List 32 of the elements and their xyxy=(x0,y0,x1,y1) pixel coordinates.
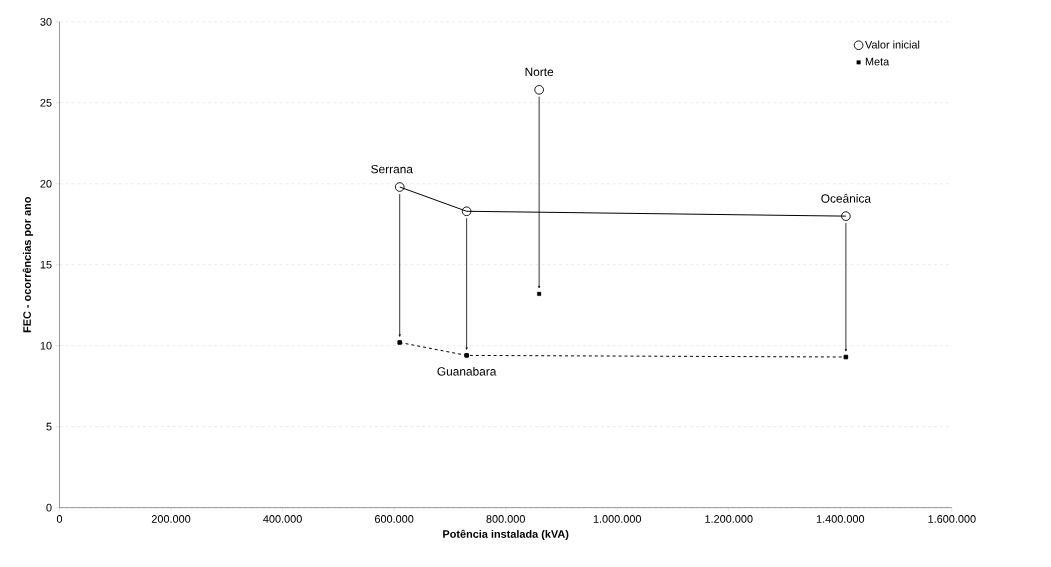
legend-label: Valor inicial xyxy=(865,40,920,49)
point xyxy=(461,206,472,217)
y-tick-label: 20 xyxy=(40,179,52,188)
point xyxy=(394,182,405,192)
point xyxy=(464,353,469,358)
x-tick-label: 1.000.000 xyxy=(593,515,642,523)
x-tick-label: 1.200.000 xyxy=(705,515,753,523)
x-tick-label: 0 xyxy=(56,515,63,523)
y-tick-label: 5 xyxy=(46,422,52,431)
point xyxy=(534,84,544,95)
x-tick-label: 600.000 xyxy=(374,515,414,523)
x-tick-label: 800.000 xyxy=(486,515,525,523)
x-axis-title: Potência instalada (kVA) xyxy=(443,529,569,540)
legend-label: Meta xyxy=(865,57,890,66)
y-tick-label: 25 xyxy=(40,98,52,107)
y-tick-label: 30 xyxy=(40,17,52,26)
annotation: Oceânica xyxy=(821,193,871,203)
y-tick-label: 0 xyxy=(46,503,52,512)
point xyxy=(843,354,849,360)
x-tick-label: 1.600.000 xyxy=(928,515,976,523)
x-tick-label: 200.000 xyxy=(151,515,191,523)
x-tick-label: 400.000 xyxy=(263,515,302,523)
annotation: Guanabara xyxy=(437,366,497,376)
annotation: Serrana xyxy=(371,164,413,174)
y-tick-label: 10 xyxy=(40,341,52,350)
y-axis-title: FEC - ocorrências por ano xyxy=(22,196,34,333)
point xyxy=(841,211,851,221)
point xyxy=(397,340,402,345)
y-tick-label: 15 xyxy=(40,260,52,269)
x-tick-label: 1.400.000 xyxy=(816,515,865,523)
point xyxy=(537,291,542,296)
annotation: Norte xyxy=(525,67,554,77)
